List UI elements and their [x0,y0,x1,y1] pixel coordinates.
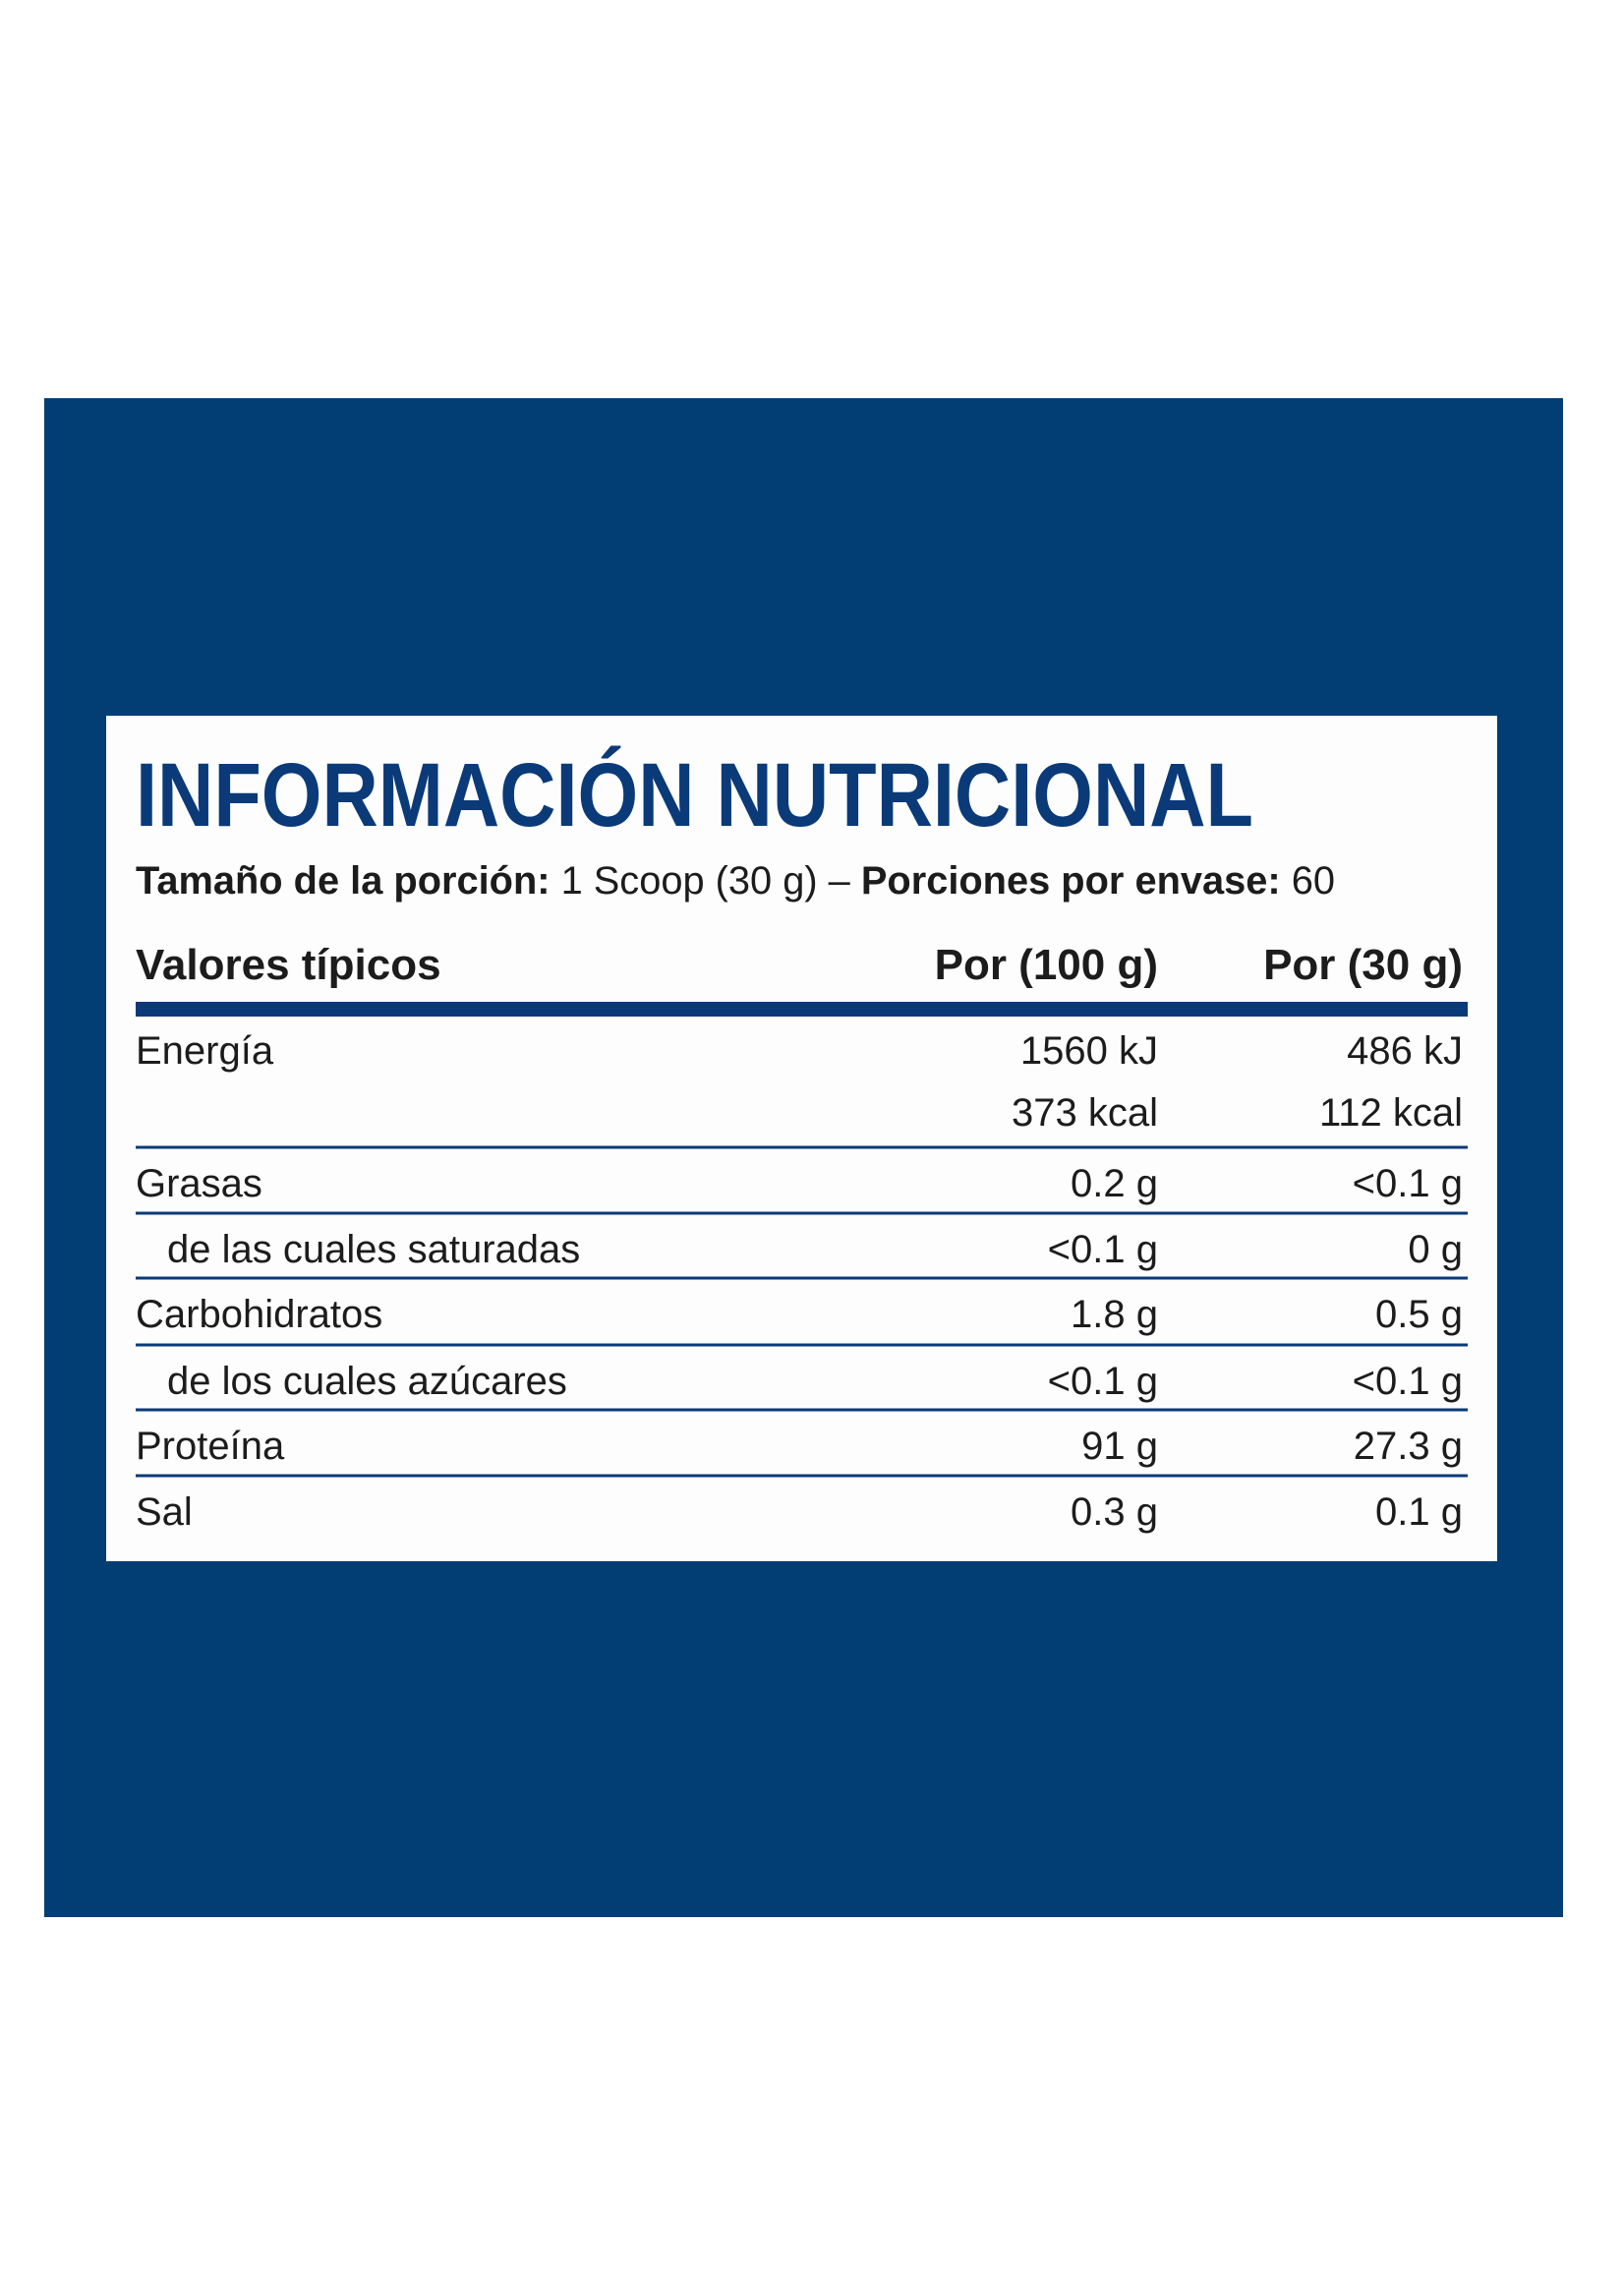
row-value: 27.3 g [1354,1425,1463,1468]
row-label: Proteína [136,1425,285,1468]
row-value: <0.1 g [1353,1360,1463,1403]
separator: – [829,859,851,903]
row-value: <0.1 g [1353,1162,1463,1205]
title: INFORMACIÓN NUTRICIONAL [136,744,1253,845]
row-value: 0.5 g [1375,1293,1463,1336]
row-value: 373 kcal [1012,1091,1158,1135]
row-value: <0.1 g [1048,1360,1158,1403]
row-value: 91 g [1081,1425,1158,1468]
row-value: 486 kJ [1347,1029,1463,1073]
row-label: Energía [136,1029,274,1073]
column-header: Por (30 g) [1263,941,1463,989]
header-rule [136,1002,1468,1017]
row-value: 1560 kJ [1020,1029,1158,1073]
row-label: de las cuales saturadas [167,1228,580,1271]
row-value: 0.3 g [1071,1490,1158,1534]
row-value: 0.1 g [1375,1490,1463,1534]
portions-value: 60 [1292,859,1335,903]
row-value: 0.2 g [1071,1162,1158,1205]
label-panel [106,716,1497,1561]
serving-value: 1 Scoop (30 g) [561,859,818,903]
serving-line: Tamaño de la porción: 1 Scoop (30 g) – P… [136,859,1335,903]
portions-label: Porciones por envase: [861,859,1281,903]
row-value: <0.1 g [1048,1228,1158,1271]
row-value: 1.8 g [1071,1293,1158,1336]
column-header: Valores típicos [136,941,441,989]
row-label: Carbohidratos [136,1293,382,1336]
row-value: 0 g [1408,1228,1463,1271]
column-header: Por (100 g) [935,941,1158,989]
row-label: Grasas [136,1162,262,1205]
row-label: Sal [136,1490,193,1534]
row-value: 112 kcal [1319,1091,1463,1135]
serving-label: Tamaño de la porción: [136,859,551,903]
row-label: de los cuales azúcares [167,1360,567,1403]
